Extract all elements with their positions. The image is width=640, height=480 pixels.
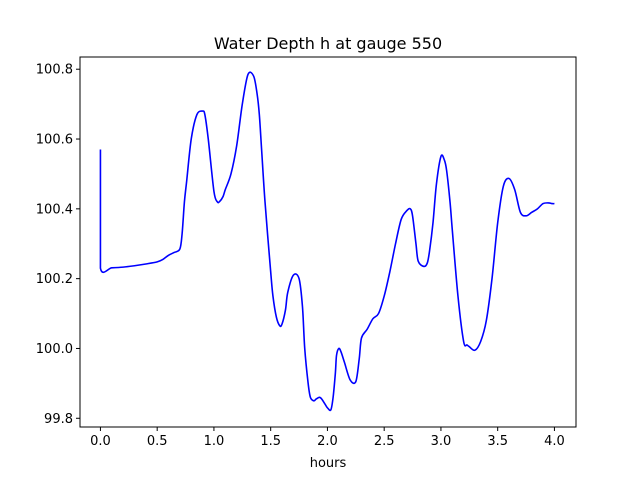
x-tick-label: 0.0 (90, 434, 111, 449)
x-tick-label: 1.0 (204, 434, 225, 449)
x-tick-label: 3.0 (431, 434, 452, 449)
x-axis: 0.0 0.5 1.0 1.5 2.0 2.5 3.0 3.5 4.0 (90, 427, 565, 449)
x-tick-label: 3.5 (487, 434, 508, 449)
y-tick-label: 100.4 (36, 202, 73, 217)
y-tick-label: 100.2 (36, 272, 73, 287)
series-layer (99, 71, 555, 412)
x-tick-label: 2.5 (374, 434, 395, 449)
chart-title: Water Depth h at gauge 550 (214, 34, 442, 53)
plot-area-frame (79, 56, 577, 428)
y-axis: 99.8 100.0 100.2 100.4 100.6 100.8 (36, 63, 80, 427)
y-tick-label: 100.6 (36, 133, 73, 148)
x-axis-label: hours (310, 456, 347, 471)
x-tick-label: 2.0 (317, 434, 338, 449)
y-tick-label: 99.8 (44, 412, 73, 427)
x-tick-label: 0.5 (147, 434, 168, 449)
series-line (99, 71, 555, 412)
y-tick-label: 100.8 (36, 63, 73, 78)
x-tick-label: 4.0 (544, 434, 565, 449)
x-tick-label: 1.5 (260, 434, 281, 449)
y-tick-label: 100.0 (36, 342, 73, 357)
